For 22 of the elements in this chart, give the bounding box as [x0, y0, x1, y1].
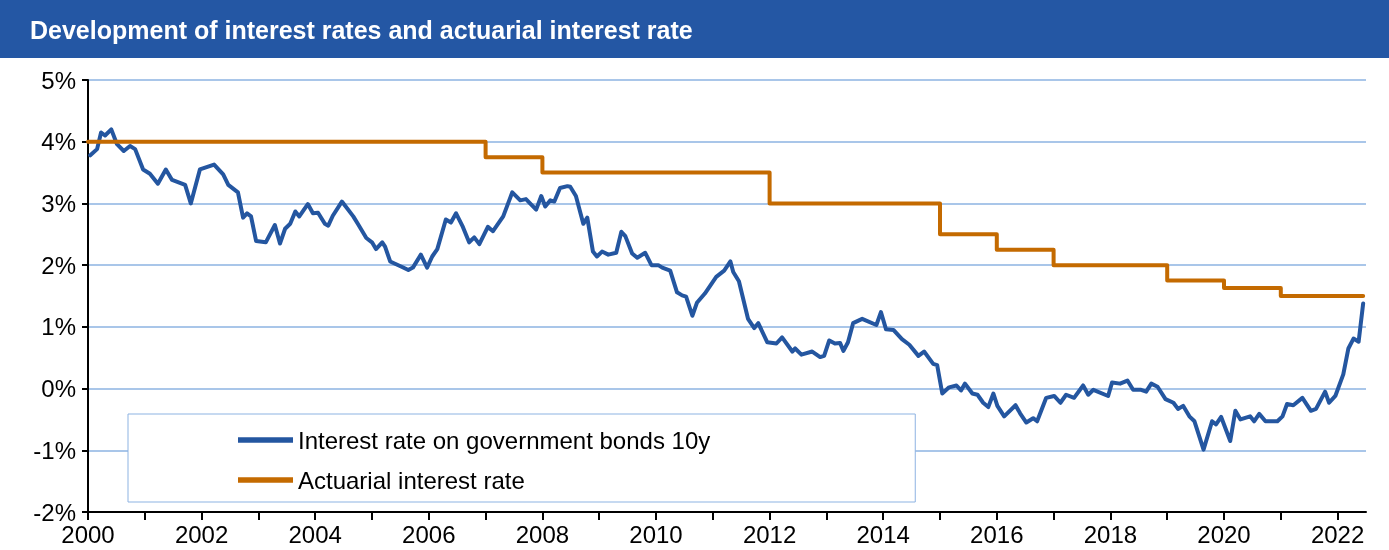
x-tick-label: 2002	[174, 520, 229, 548]
x-tick-label: 2004	[288, 520, 342, 548]
y-tick-label: 2%	[41, 251, 76, 279]
x-tick-label: 2018	[1083, 520, 1138, 548]
x-tick-label: 2006	[402, 520, 456, 548]
y-tick-label: 4%	[41, 128, 76, 156]
x-tick-label: 2014	[856, 520, 910, 548]
y-tick-label: 1%	[41, 313, 76, 341]
y-tick-label: 3%	[41, 189, 76, 217]
x-tick-label: 2010	[629, 520, 683, 548]
y-tick-label: -1%	[33, 436, 76, 464]
y-tick-label: 5%	[41, 66, 76, 94]
line-series	[88, 127, 1366, 452]
legend-label: Interest rate on government bonds 10y	[298, 426, 711, 454]
x-tick-label: 2022	[1310, 520, 1365, 548]
x-tick-label: 2020	[1197, 520, 1251, 548]
y-tick-label: 0%	[41, 375, 76, 403]
chart-title: Development of interest rates and actuarial interest rate	[0, 0, 1389, 58]
x-tick-label: 2008	[515, 520, 570, 548]
x-tick-label: 2016	[970, 520, 1024, 548]
x-tick-label: 2012	[742, 520, 797, 548]
legend-label: Actuarial interest rate	[298, 466, 525, 494]
